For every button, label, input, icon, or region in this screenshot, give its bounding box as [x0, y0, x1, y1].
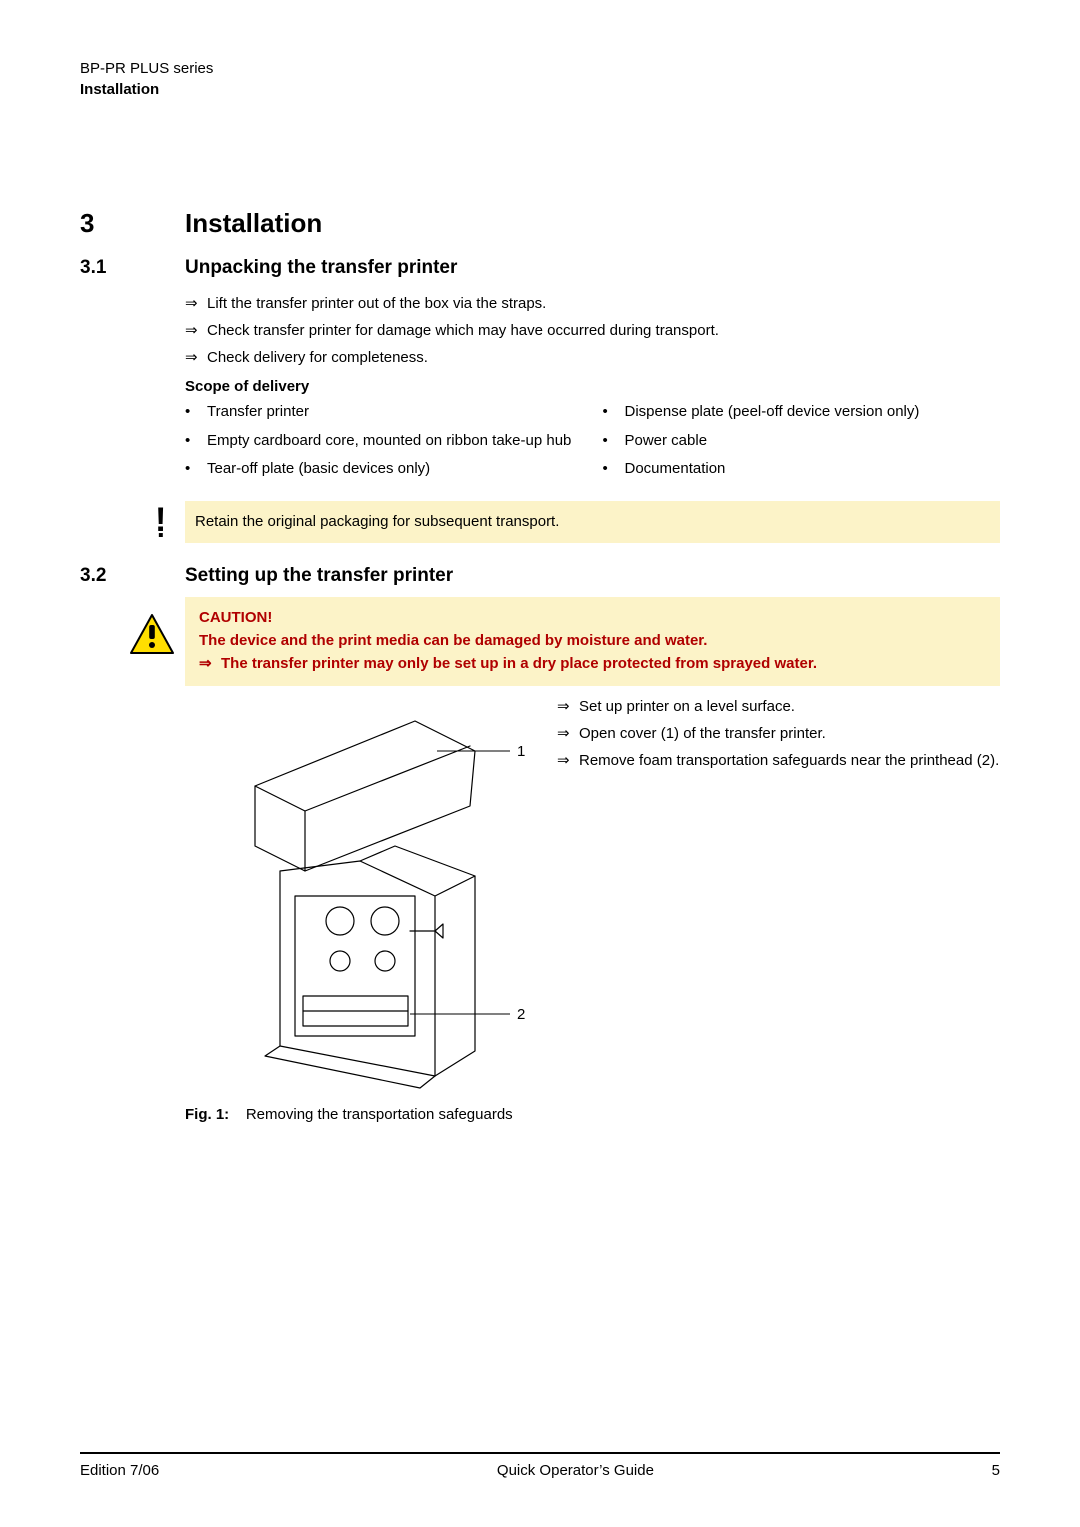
arrow-icon: ⇒: [557, 750, 579, 771]
figure-caption-text: Removing the transportation safeguards: [246, 1106, 513, 1123]
footer-title: Quick Operator’s Guide: [497, 1462, 654, 1479]
header-section: Installation: [80, 81, 1000, 98]
caution-box: CAUTION! The device and the print media …: [185, 597, 1000, 686]
footer-page-number: 5: [992, 1462, 1000, 1479]
chapter-number: 3: [80, 208, 185, 239]
section-3-1-heading: 3.1 Unpacking the transfer printer: [80, 257, 1000, 279]
figure-caption: Fig. 1: Removing the transportation safe…: [185, 1106, 1000, 1123]
list-item: •Power cable: [603, 430, 1001, 453]
bullet-icon: •: [603, 430, 625, 453]
figure-steps: ⇒Set up printer on a level surface. ⇒Ope…: [557, 696, 1000, 1100]
step-text: Open cover (1) of the transfer printer.: [579, 723, 826, 744]
section-title: Unpacking the transfer printer: [185, 257, 457, 279]
figure-area: 1 2 ⇒Set up printer on a level surface. …: [185, 696, 1000, 1100]
arrow-icon: ⇒: [185, 320, 207, 341]
scope-columns: •Transfer printer •Empty cardboard core,…: [185, 401, 1000, 487]
arrow-icon: ⇒: [199, 653, 221, 674]
step-item: ⇒Check transfer printer for damage which…: [185, 320, 1000, 341]
bullet-icon: •: [185, 430, 207, 453]
step-text: Remove foam transportation safeguards ne…: [579, 750, 999, 771]
step-item: ⇒Check delivery for completeness.: [185, 347, 1000, 368]
step-text: Lift the transfer printer out of the box…: [207, 293, 546, 314]
scope-title: Scope of delivery: [185, 378, 1000, 395]
footer-edition: Edition 7/06: [80, 1462, 159, 1479]
note-icon: !▪: [155, 507, 166, 543]
list-item: •Dispense plate (peel-off device version…: [603, 401, 1001, 424]
step-item: ⇒Set up printer on a level surface.: [557, 696, 1000, 717]
caution-title: CAUTION!: [199, 609, 986, 626]
scope-col-left: •Transfer printer •Empty cardboard core,…: [185, 401, 583, 487]
section-3-1-content: ⇒Lift the transfer printer out of the bo…: [185, 293, 1000, 487]
chapter-heading: 3 Installation: [80, 208, 1000, 239]
section-3-2-heading: 3.2 Setting up the transfer printer: [80, 565, 1000, 587]
section-number: 3.1: [80, 257, 185, 279]
figure-caption-label: Fig. 1:: [185, 1106, 229, 1123]
caution-text-2: ⇒ The transfer printer may only be set u…: [199, 653, 986, 674]
step-item: ⇒Lift the transfer printer out of the bo…: [185, 293, 1000, 314]
list-text: Transfer printer: [207, 401, 309, 424]
callout-2: 2: [517, 1006, 525, 1023]
list-text: Power cable: [625, 430, 708, 453]
step-text: Check transfer printer for damage which …: [207, 320, 719, 341]
list-text: Dispense plate (peel-off device version …: [625, 401, 920, 424]
note-text: Retain the original packaging for subseq…: [195, 513, 559, 530]
caution-text-1: The device and the print media can be da…: [199, 632, 986, 649]
footer: Edition 7/06 Quick Operator’s Guide 5: [80, 1452, 1000, 1479]
step-item: ⇒Open cover (1) of the transfer printer.: [557, 723, 1000, 744]
step-text: Check delivery for completeness.: [207, 347, 428, 368]
scope-col-right: •Dispense plate (peel-off device version…: [603, 401, 1001, 487]
figure-illustration: 1 2: [185, 696, 545, 1100]
list-text: Tear-off plate (basic devices only): [207, 458, 430, 481]
arrow-icon: ⇒: [185, 293, 207, 314]
bullet-icon: •: [603, 458, 625, 481]
bullet-icon: •: [185, 401, 207, 424]
arrow-icon: ⇒: [557, 696, 579, 717]
step-text: Set up printer on a level surface.: [579, 696, 795, 717]
header-series: BP-PR PLUS series: [80, 60, 1000, 77]
chapter-title: Installation: [185, 208, 322, 239]
bullet-icon: •: [603, 401, 625, 424]
note-box: !▪ Retain the original packaging for sub…: [185, 501, 1000, 543]
list-item: •Tear-off plate (basic devices only): [185, 458, 583, 481]
list-text: Empty cardboard core, mounted on ribbon …: [207, 430, 571, 453]
bullet-icon: •: [185, 458, 207, 481]
list-item: •Transfer printer: [185, 401, 583, 424]
step-item: ⇒Remove foam transportation safeguards n…: [557, 750, 1000, 771]
list-text: Documentation: [625, 458, 726, 481]
arrow-icon: ⇒: [557, 723, 579, 744]
callout-1: 1: [517, 743, 525, 760]
caution-step-text: The transfer printer may only be set up …: [221, 653, 817, 674]
warning-icon: [129, 613, 175, 659]
section-title: Setting up the transfer printer: [185, 565, 453, 587]
list-item: •Empty cardboard core, mounted on ribbon…: [185, 430, 583, 453]
page: BP-PR PLUS series Installation 3 Install…: [0, 0, 1080, 1527]
section-number: 3.2: [80, 565, 185, 587]
list-item: •Documentation: [603, 458, 1001, 481]
arrow-icon: ⇒: [185, 347, 207, 368]
